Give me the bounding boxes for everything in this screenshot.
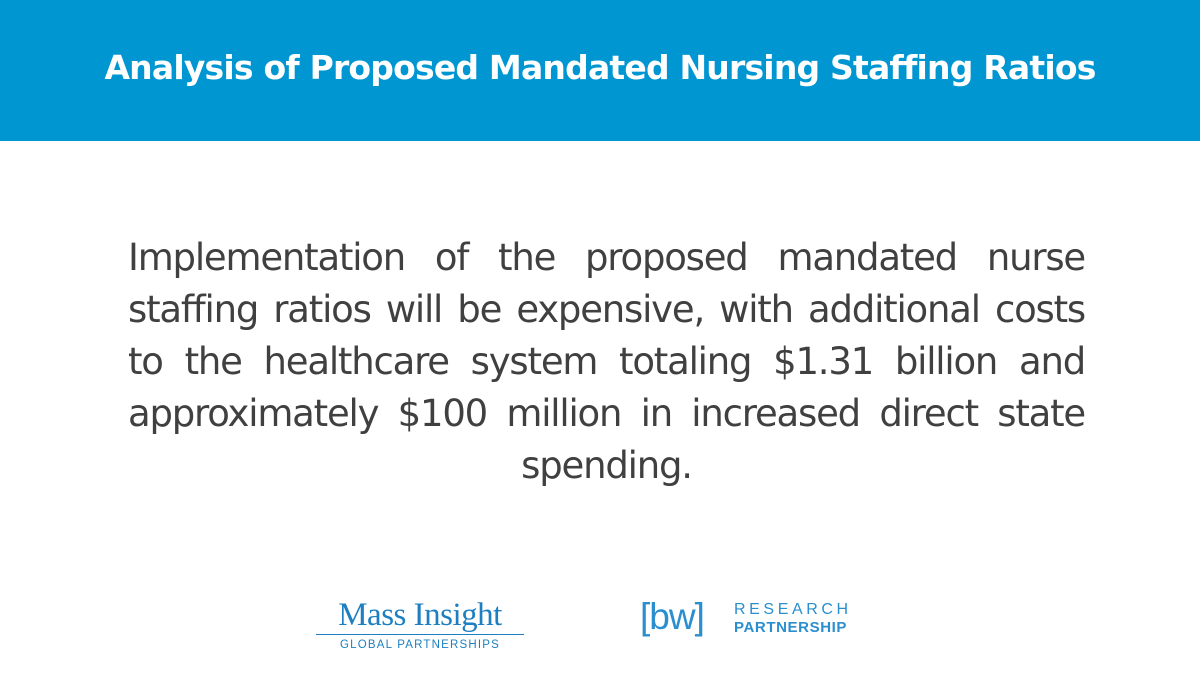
summary-paragraph: Implementation of the proposed mandated …: [128, 236, 1086, 487]
mass-insight-subtitle: GLOBAL PARTNERSHIPS: [340, 639, 500, 651]
bw-research-line2: PARTNERSHIP: [734, 619, 847, 636]
mass-insight-name: Mass Insight: [338, 597, 502, 633]
page-title: Analysis of Proposed Mandated Nursing St…: [104, 48, 1096, 87]
mass-insight-divider: [316, 634, 524, 635]
logo-row: Mass Insight GLOBAL PARTNERSHIPS [bw] RE…: [0, 590, 1200, 660]
mass-insight-logo: Mass Insight GLOBAL PARTNERSHIPS: [316, 597, 526, 651]
bw-research-line1: RESEARCH: [734, 601, 852, 618]
bw-research-logo: [bw] RESEARCH PARTNERSHIP: [640, 596, 900, 646]
header-band: Analysis of Proposed Mandated Nursing St…: [0, 0, 1200, 141]
bw-research-mark: [bw]: [640, 596, 705, 637]
